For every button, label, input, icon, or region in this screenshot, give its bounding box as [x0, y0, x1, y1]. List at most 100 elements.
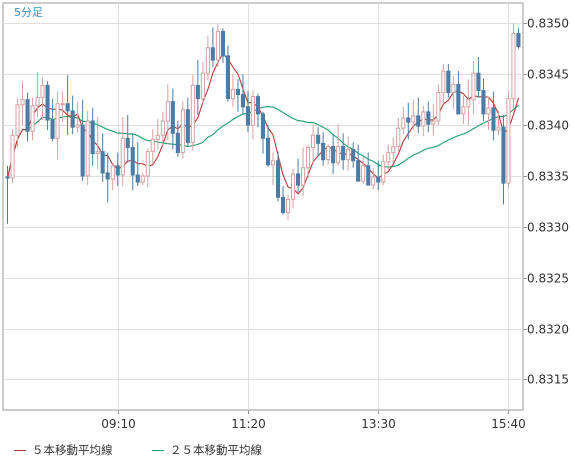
candle-body	[105, 172, 110, 180]
candle-body	[376, 176, 381, 183]
candle-body	[160, 120, 165, 136]
candle-body	[426, 111, 431, 125]
candle-body	[416, 115, 421, 127]
candle-body	[90, 120, 95, 155]
candle-body	[130, 147, 135, 176]
candle-body	[200, 72, 205, 100]
candle-body	[120, 137, 125, 176]
candle-body	[466, 99, 471, 108]
candle-body	[85, 120, 90, 177]
candle-body	[250, 96, 255, 126]
candle-body	[461, 106, 466, 115]
candle-body	[240, 94, 245, 108]
candle-body	[406, 117, 411, 123]
candle-body	[5, 176, 10, 179]
x-tick-label: 09:10	[101, 417, 136, 431]
candle-body	[140, 175, 145, 183]
candle-body	[80, 124, 85, 177]
x-tick-label: 13:30	[361, 417, 396, 431]
candle-body	[336, 146, 341, 164]
candle-body	[195, 84, 200, 100]
plot-border	[2, 2, 524, 411]
candle-body	[441, 70, 446, 94]
y-tick-label: 0.8350	[527, 17, 569, 31]
candle-body	[491, 107, 496, 131]
candle-body	[506, 98, 511, 184]
candle-body	[185, 109, 190, 143]
candle-body	[25, 99, 30, 132]
candle-body	[346, 149, 351, 161]
candle-body	[421, 111, 426, 127]
candle-body	[255, 96, 260, 115]
candle-body	[70, 110, 75, 128]
candle-body	[451, 83, 456, 94]
candle-body	[351, 149, 356, 162]
candle-body	[366, 165, 371, 186]
candle-body	[446, 70, 451, 94]
candle-body	[245, 106, 250, 126]
legend-item-ma25: ２５本移動平均線	[152, 442, 262, 458]
x-axis-labels: 09:10 11:20 13:30 15:40	[101, 417, 526, 431]
candle-body	[326, 146, 331, 161]
candle-body	[65, 103, 70, 112]
candle-body	[511, 33, 516, 100]
candle-body	[220, 31, 225, 57]
ma5-swatch	[14, 449, 26, 451]
candle-body	[30, 105, 35, 132]
candle-body	[260, 113, 265, 139]
y-tick-label: 0.8320	[527, 323, 569, 337]
candle-body	[205, 47, 210, 74]
candle-body	[281, 196, 286, 214]
x-tick-label: 11:20	[231, 417, 266, 431]
candle-body	[276, 160, 281, 198]
candle-body	[341, 146, 346, 161]
candle-body	[50, 119, 55, 139]
candle-body	[436, 92, 441, 122]
candle-body	[230, 89, 235, 100]
candle-body	[170, 101, 175, 134]
candle-body	[456, 83, 461, 115]
y-axis-labels: 0.8350 0.8345 0.8340 0.8335 0.8330 0.8325 0.83…	[527, 17, 569, 387]
candle-body	[316, 134, 321, 144]
candle-body	[381, 161, 386, 183]
candle-body	[15, 104, 20, 136]
y-tick-label: 0.8325	[527, 272, 569, 286]
candle-body	[496, 126, 501, 131]
candle-body	[110, 165, 115, 180]
candle-body	[180, 109, 185, 154]
candle-body	[481, 90, 486, 115]
candle-body	[476, 72, 481, 91]
candle-body	[115, 165, 120, 176]
candle-body	[165, 101, 170, 122]
candle-body	[40, 84, 45, 99]
candle-body	[516, 33, 521, 48]
candle-body	[45, 84, 50, 121]
candle-body	[266, 137, 271, 166]
candle-body	[60, 103, 65, 106]
candle-body	[431, 120, 436, 125]
candle-body	[271, 160, 276, 166]
candle-body	[190, 84, 195, 143]
y-tick-label: 0.8340	[527, 119, 569, 133]
x-tick-label: 15:40	[491, 417, 526, 431]
candle-body	[155, 134, 160, 140]
legend-item-ma5: ５本移動平均線	[14, 442, 113, 458]
y-tick-label: 0.8330	[527, 221, 569, 235]
candle-body	[215, 31, 220, 61]
candle-body	[311, 134, 316, 149]
candle-body	[401, 117, 406, 129]
candle-body	[331, 146, 336, 164]
candle-body	[145, 151, 150, 177]
candle-body	[10, 134, 15, 179]
candle-body	[301, 167, 306, 186]
candle-body	[225, 55, 230, 100]
y-tick-label: 0.8335	[527, 170, 569, 184]
legend-label-ma25: ２５本移動平均線	[170, 443, 262, 457]
timeframe-label: 5分足	[14, 6, 43, 19]
candle-body	[150, 138, 155, 153]
candle-body	[306, 147, 311, 169]
candle-body	[501, 126, 506, 184]
candles-layer	[5, 23, 521, 224]
candle-body	[391, 146, 396, 154]
candle-body	[291, 173, 296, 200]
